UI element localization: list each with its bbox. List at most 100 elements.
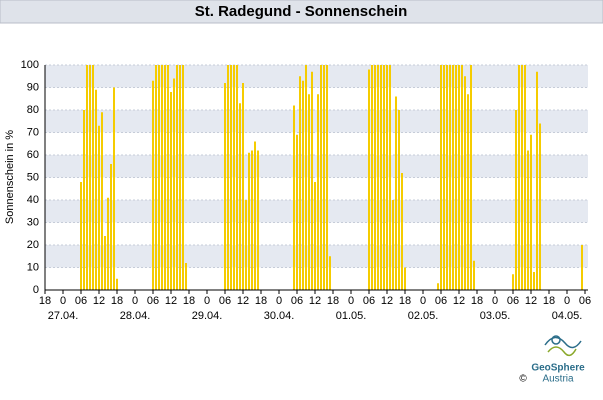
bar [302, 80, 304, 290]
copyright: © [519, 374, 527, 385]
bar [83, 110, 85, 290]
y-tick-label: 20 [27, 239, 39, 251]
y-tick-label: 10 [27, 261, 39, 273]
bar [101, 112, 103, 290]
bar [455, 65, 457, 290]
bar [164, 65, 166, 290]
bar [386, 65, 388, 290]
x-tick-label: 18 [399, 295, 411, 307]
bar [80, 182, 82, 290]
date-label: 03.05. [480, 310, 511, 322]
logo-sub: Austria [542, 374, 574, 385]
x-tick-label: 12 [165, 295, 177, 307]
bar [461, 65, 463, 290]
bar [536, 71, 538, 290]
x-tick-label: 18 [255, 295, 267, 307]
y-tick-label: 40 [27, 194, 39, 206]
bar [392, 200, 394, 290]
x-tick-label: 12 [525, 295, 537, 307]
bar [242, 83, 244, 290]
date-label: 30.04. [264, 310, 295, 322]
bar [98, 125, 100, 290]
bar [224, 83, 226, 290]
x-tick-label: 0 [204, 295, 210, 307]
bar [470, 65, 472, 290]
x-tick-label: 06 [579, 295, 591, 307]
x-tick-label: 0 [492, 295, 498, 307]
x-tick-label: 06 [291, 295, 303, 307]
bar [518, 65, 520, 290]
bar [179, 65, 181, 290]
y-tick-label: 70 [27, 126, 39, 138]
bar [437, 283, 439, 290]
bar [527, 150, 529, 290]
bar [581, 245, 583, 290]
bar [446, 65, 448, 290]
x-tick-label: 06 [363, 295, 375, 307]
band [45, 87, 588, 110]
bar [158, 65, 160, 290]
bar [329, 256, 331, 290]
x-tick-label: 18 [327, 295, 339, 307]
bar [401, 173, 403, 290]
y-tick-label: 30 [27, 216, 39, 228]
bar [320, 65, 322, 290]
y-tick-label: 90 [27, 81, 39, 93]
bar [233, 65, 235, 290]
bar [167, 65, 169, 290]
bar [371, 65, 373, 290]
bar [113, 87, 115, 290]
y-tick-label: 80 [27, 104, 39, 116]
x-tick-label: 06 [75, 295, 87, 307]
bar [185, 263, 187, 290]
bar [299, 76, 301, 290]
bar [539, 123, 541, 290]
bar [227, 65, 229, 290]
bar [89, 65, 91, 290]
x-tick-label: 06 [507, 295, 519, 307]
date-label: 02.05. [408, 310, 439, 322]
band [45, 267, 588, 290]
bar [254, 141, 256, 290]
bar [116, 278, 118, 290]
y-tick-label: 0 [33, 284, 39, 296]
bar [323, 65, 325, 290]
bar [161, 65, 163, 290]
x-tick-label: 0 [348, 295, 354, 307]
x-tick-label: 12 [381, 295, 393, 307]
bar [251, 150, 253, 290]
bar [92, 65, 94, 290]
bar [248, 152, 250, 290]
x-tick-label: 12 [237, 295, 249, 307]
x-tick-label: 18 [471, 295, 483, 307]
bar [107, 197, 109, 290]
bar [326, 65, 328, 290]
x-tick-label: 12 [309, 295, 321, 307]
x-tick-label: 0 [564, 295, 570, 307]
date-label: 28.04. [120, 310, 151, 322]
logo-name: GeoSphere [531, 363, 585, 374]
bar [368, 69, 370, 290]
band [45, 65, 588, 88]
logo-mark [544, 335, 582, 357]
y-axis-label: Sonnenschein in % [4, 130, 16, 224]
bar [236, 65, 238, 290]
x-tick-label: 0 [60, 295, 66, 307]
bar [533, 272, 535, 290]
y-tick-label: 60 [27, 149, 39, 161]
x-tick-label: 18 [183, 295, 195, 307]
bar [404, 267, 406, 290]
band [45, 155, 588, 178]
date-label: 29.04. [192, 310, 223, 322]
bar [395, 96, 397, 290]
y-tick-label: 50 [27, 171, 39, 183]
bar [239, 103, 241, 290]
bar [311, 71, 313, 290]
title-bar [0, 0, 603, 24]
x-tick-label: 12 [453, 295, 465, 307]
x-tick-label: 0 [132, 295, 138, 307]
bar [464, 76, 466, 290]
bar [104, 236, 106, 290]
